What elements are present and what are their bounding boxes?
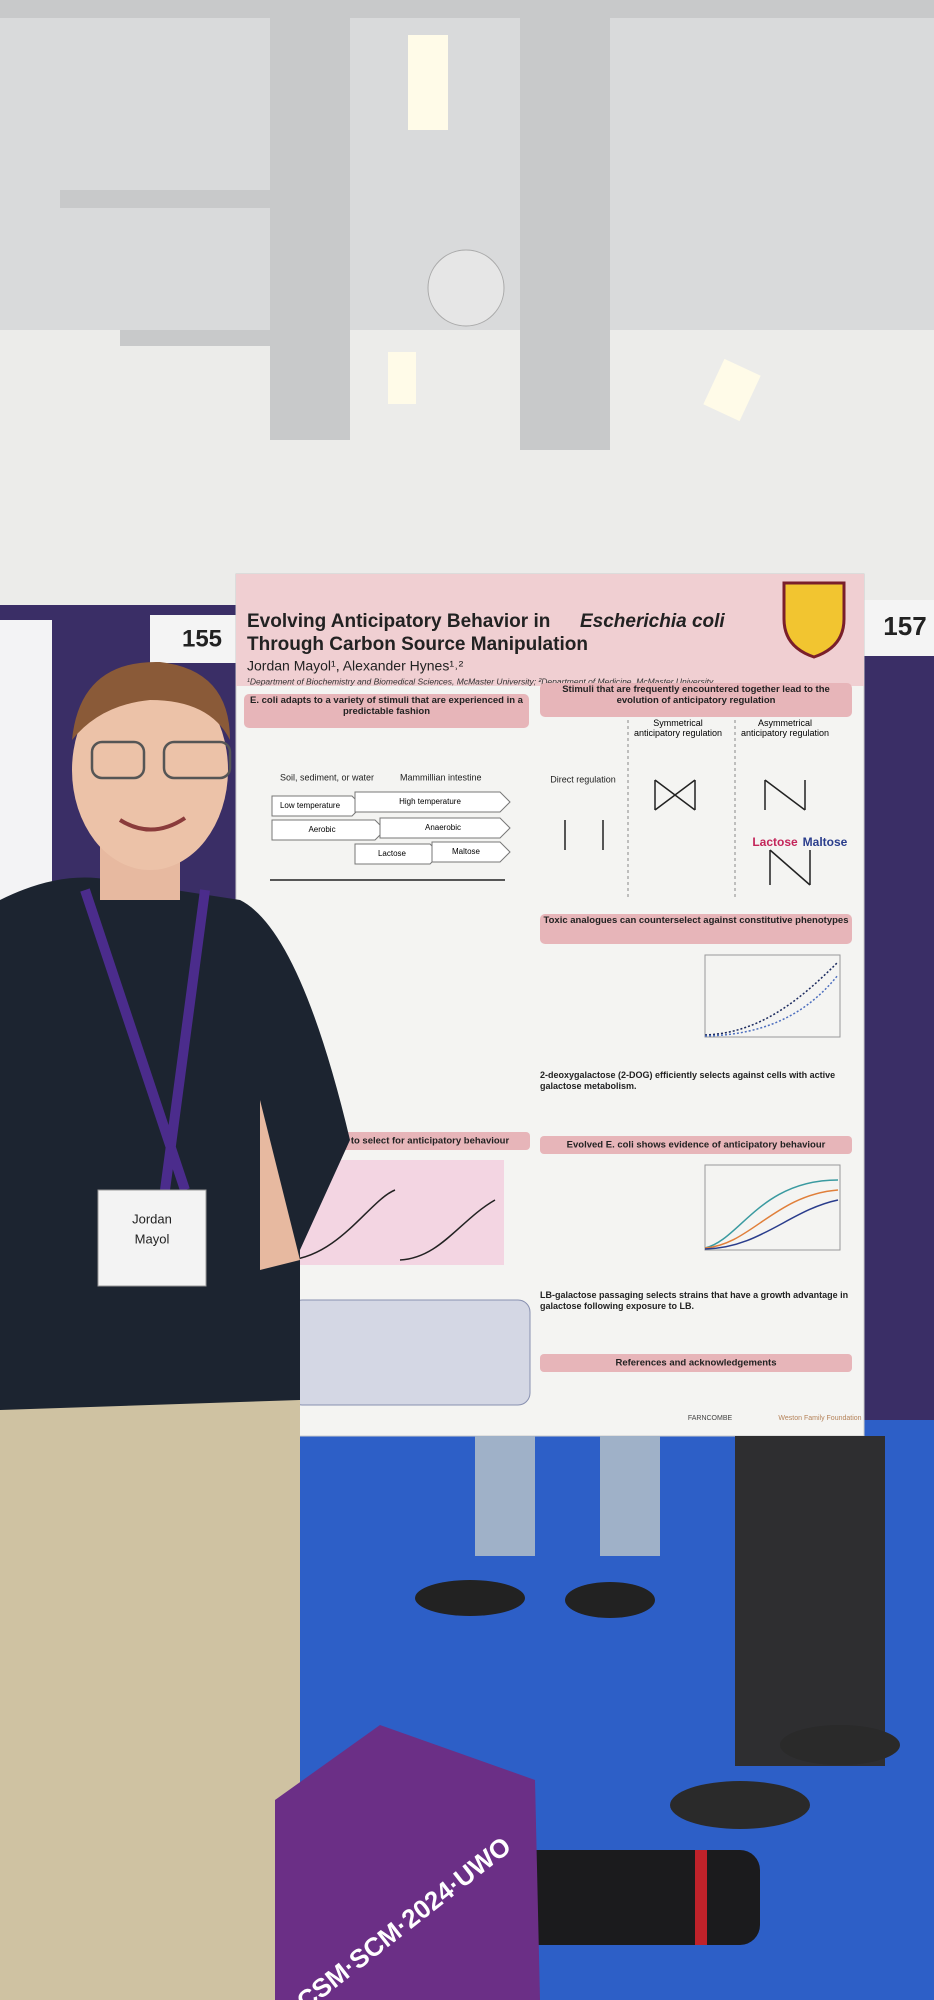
- section-header: References and acknowledgements: [615, 1358, 776, 1369]
- university-crest: [782, 581, 846, 659]
- leg: [735, 1436, 885, 1766]
- bag: [275, 1725, 540, 2000]
- light: [703, 358, 761, 422]
- shoe: [415, 1580, 525, 1616]
- label: Anaerobic: [425, 823, 461, 832]
- leg: [475, 1436, 535, 1556]
- label: Lactose: [378, 849, 407, 858]
- person: [0, 661, 350, 2000]
- booth-number: 155: [182, 625, 222, 652]
- section-header: Stimuli that are frequently encountered …: [562, 684, 830, 706]
- label: Soil, sediment, or water: [280, 772, 374, 782]
- booth-number: 157: [883, 611, 926, 641]
- beams: [0, 0, 934, 450]
- stimulus-bars: [271, 791, 511, 865]
- shoe: [780, 1725, 900, 1765]
- label: High temperature: [399, 797, 461, 806]
- body-text: LB-galactose passaging selects strains t…: [540, 1290, 849, 1311]
- affiliations: ¹Department of Biochemistry and Biomedic…: [247, 676, 714, 686]
- label: Maltose: [452, 847, 481, 856]
- sponsor: FARNCOMBE: [688, 1415, 733, 1422]
- authors: Jordan Mayol¹, Alexander Hynes¹˒²: [247, 658, 464, 674]
- arrows: [564, 779, 811, 886]
- label: Lactose: [752, 835, 798, 849]
- poster-title: Through Carbon Source Manipulation: [247, 634, 588, 655]
- label: Aerobic: [308, 825, 335, 834]
- label: Mammillian intestine: [400, 772, 482, 782]
- section-header: to select for anticipatory behaviour: [351, 1136, 510, 1147]
- poster-title: Evolving Anticipatory Behavior in: [247, 611, 550, 632]
- light: [388, 352, 416, 404]
- poster: Evolving Anticipatory Behavior in Escher…: [235, 573, 865, 1437]
- section-header: Evolved E. coli shows evidence of antici…: [567, 1140, 826, 1151]
- shoe: [565, 1582, 655, 1618]
- label: Symmetrical anticipatory regulation: [633, 718, 723, 738]
- tube-band: [695, 1850, 707, 1945]
- poster-title: Escherichia coli: [580, 611, 725, 632]
- wall: [0, 330, 934, 620]
- adjacent-poster: [0, 620, 52, 910]
- label: Low temperature: [280, 801, 341, 810]
- leg: [600, 1436, 660, 1556]
- label: Asymmetrical anticipatory regulation: [740, 718, 830, 738]
- light: [408, 35, 448, 130]
- label: Maltose: [803, 835, 848, 849]
- section-header: E. coli adapts to a variety of stimuli t…: [250, 695, 523, 717]
- booth-number-card: [150, 615, 236, 663]
- label: Direct regulation: [550, 774, 616, 784]
- body-text: 2-deoxygalactose (2-DOG) efficiently sel…: [540, 1070, 836, 1091]
- booth-number-card: [864, 600, 934, 656]
- vent: [427, 249, 505, 327]
- sponsor: Weston Family Foundation: [778, 1415, 861, 1422]
- badge-name: Jordan: [132, 1211, 172, 1226]
- section-header: Toxic analogues can counterselect agains…: [543, 915, 849, 926]
- shoe: [670, 1781, 810, 1829]
- badge-name: Mayol: [135, 1231, 170, 1246]
